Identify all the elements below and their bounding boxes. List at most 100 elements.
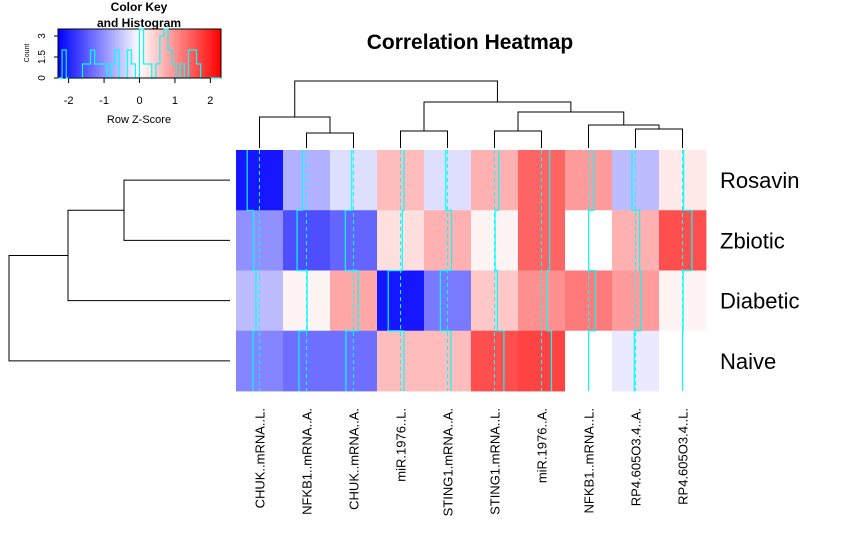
color-key-title: Color Key <box>111 0 168 14</box>
dendrogram-branch <box>423 101 572 131</box>
dendrogram-branch <box>8 254 230 362</box>
color-key-band <box>166 29 170 78</box>
column-label: RP4.605O3.4..L. <box>676 408 691 505</box>
color-key-band <box>215 29 219 78</box>
color-key-band <box>106 29 111 78</box>
dendrogram-branch <box>67 209 230 302</box>
color-key-band <box>85 29 89 78</box>
heatmap-cell <box>283 210 331 271</box>
heatmap-cell <box>236 210 284 271</box>
color-key-band <box>210 29 214 78</box>
color-key-x-tick-label: -1 <box>99 95 109 107</box>
color-key-band <box>182 29 187 78</box>
color-key-band <box>185 29 189 78</box>
row-label: Zbiotic <box>720 228 785 253</box>
color-key-band <box>63 29 67 78</box>
color-key-band <box>180 29 184 78</box>
dendrogram-branch <box>635 128 683 148</box>
color-key-band <box>68 29 72 78</box>
color-key-band <box>123 29 127 78</box>
column-label: miR.1976..A. <box>535 408 550 483</box>
color-key-band <box>74 29 78 78</box>
column-label: miR.1976..L. <box>394 408 409 482</box>
color-key-band <box>66 29 70 78</box>
color-key-y-tick-label: 0 <box>37 75 48 81</box>
column-trace <box>631 150 642 391</box>
dendrogram-branch <box>494 130 542 148</box>
color-key-y-tick-label: 3 <box>37 33 48 39</box>
color-key-band <box>201 29 206 78</box>
dendrogram-branch <box>517 111 625 131</box>
color-key-band <box>109 29 113 78</box>
color-key-band <box>79 29 83 78</box>
color-key-band <box>128 29 132 78</box>
dendrogram-branch <box>294 80 498 117</box>
dendrogram-branch <box>306 132 354 148</box>
color-key-band <box>199 29 203 78</box>
color-key-band <box>196 29 200 78</box>
heatmap-cell <box>330 210 378 271</box>
color-key-band <box>87 29 91 78</box>
color-key-band <box>104 29 108 78</box>
color-key-band <box>155 29 159 78</box>
color-key: Color Key and Histogram -2 -1 0 1 2 01.53 Ro… <box>24 0 222 126</box>
row-dendrogram <box>8 179 230 362</box>
column-label: STING1.mRNA..L. <box>488 408 503 515</box>
dendrogram-branch <box>588 124 660 148</box>
color-key-band <box>191 29 195 78</box>
column-label: NFKB1..mRNA..A. <box>300 408 315 515</box>
color-key-band <box>172 29 176 78</box>
color-key-x-tick-label: 2 <box>207 95 213 107</box>
color-key-band <box>112 29 116 78</box>
color-key-band <box>96 29 100 78</box>
heatmap-traces <box>246 150 693 391</box>
column-trace <box>344 150 359 391</box>
color-key-subtitle: and Histogram <box>97 16 181 30</box>
column-label: CHUK..mRNA..A. <box>347 408 362 510</box>
column-trace <box>681 150 693 391</box>
column-label: NFKB1..mRNA..L. <box>582 408 597 513</box>
color-key-band <box>150 29 154 78</box>
heatmap-cell <box>377 210 425 271</box>
column-label: RP4.605O3.4..A. <box>629 408 644 506</box>
chart-title: Correlation Heatmap <box>367 31 574 54</box>
color-key-y-label: Count <box>24 44 31 63</box>
color-key-band <box>163 29 168 78</box>
heatmap-cell <box>659 210 707 271</box>
color-key-band <box>101 29 105 78</box>
row-label: Rosavin <box>720 168 799 193</box>
heatmap-cell <box>518 210 566 271</box>
color-key-band <box>71 29 75 78</box>
column-trace <box>587 150 597 391</box>
color-key-y-tick-label: 1.5 <box>37 50 48 64</box>
color-key-band <box>98 29 102 78</box>
dendrogram-branch <box>400 130 448 148</box>
color-key-band <box>134 29 138 78</box>
color-key-band <box>174 29 178 78</box>
heatmap-cell <box>612 210 660 271</box>
color-key-x-tick-label: -2 <box>64 95 74 107</box>
color-key-band <box>136 29 140 78</box>
row-label: Diabetic <box>720 289 799 314</box>
color-key-band <box>58 29 62 78</box>
color-key-x-label: Row Z-Score <box>107 114 171 126</box>
column-trace <box>296 150 308 391</box>
column-dendrogram <box>259 80 683 148</box>
color-key-band <box>115 29 119 78</box>
color-key-band <box>153 29 157 78</box>
heatmap-cell <box>424 210 472 271</box>
color-key-band <box>82 29 86 78</box>
column-label: STING1.mRNA..A. <box>441 408 456 516</box>
color-key-band <box>144 29 149 78</box>
color-key-x-tick-label: 0 <box>136 95 142 107</box>
column-label: CHUK..mRNA..L. <box>253 408 268 508</box>
color-key-band <box>193 29 197 78</box>
row-labels: Rosavin Zbiotic Diabetic Naive <box>720 168 799 374</box>
column-labels: CHUK..mRNA..L. NFKB1..mRNA..A. CHUK..mRNA.… <box>253 408 691 516</box>
color-key-band <box>169 29 173 78</box>
column-trace <box>387 150 405 391</box>
color-key-y-axis: 01.53 <box>37 33 59 81</box>
color-key-band <box>207 29 211 78</box>
color-key-band <box>139 29 143 78</box>
